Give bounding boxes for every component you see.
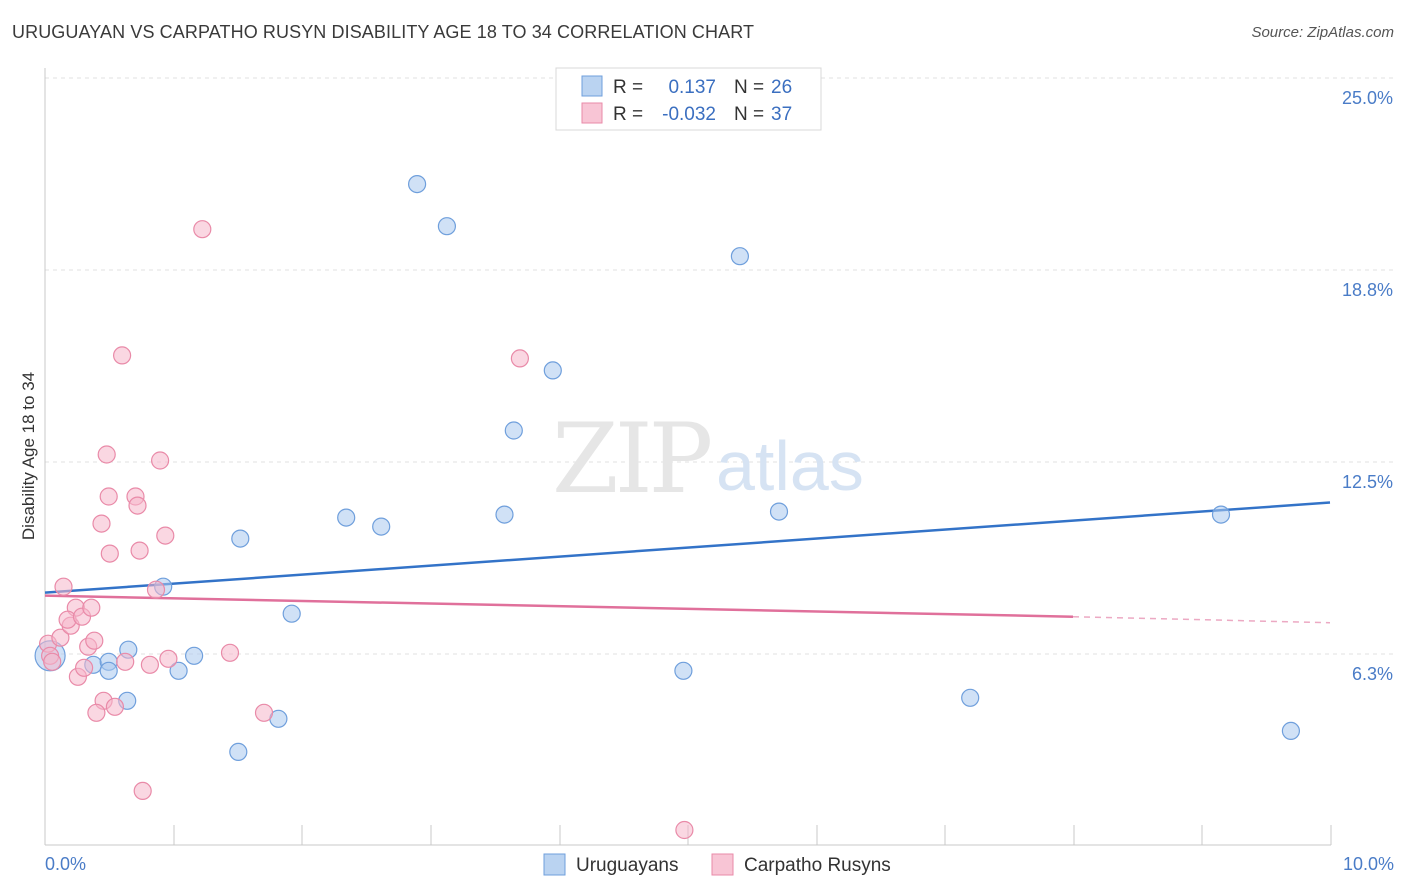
uruguayans-point [231, 529, 250, 548]
carpatho-rusyns-trend-line [44, 594, 1074, 618]
carpatho-rusyns-point [112, 346, 132, 365]
legend-r-value: -0.032 [662, 104, 716, 125]
x-tick-labels: 0.0% 10.0% [45, 854, 1394, 874]
uruguayans-point [1281, 721, 1301, 741]
y-tick-label: 18.8% [1342, 280, 1393, 300]
series-legend-swatch [711, 853, 734, 876]
legend-n-value: 37 [771, 104, 792, 125]
y-tick-label: 25.0% [1342, 88, 1393, 108]
legend-swatch [581, 75, 603, 97]
legend-r-label: R = [613, 104, 643, 125]
uruguayans-point [169, 661, 188, 680]
uruguayans-point [730, 247, 750, 266]
y-tick-label: 12.5% [1342, 472, 1393, 492]
carpatho-rusyns-point [85, 631, 104, 650]
carpatho-rusyns-point [128, 496, 147, 515]
legend-n-label: N = [734, 104, 764, 125]
watermark-zip: ZIP [552, 403, 711, 515]
carpatho-rusyns-point [116, 652, 135, 671]
carpatho-rusyns-point [193, 220, 212, 239]
carpatho-rusyns-point [151, 451, 170, 470]
carpatho-rusyns-point [133, 781, 152, 801]
uruguayans-point [372, 517, 391, 536]
carpatho-rusyns-point [99, 487, 118, 506]
uruguayans-point [769, 502, 789, 521]
uruguayans-point [495, 505, 514, 524]
uruguayans-point [229, 742, 248, 762]
series-legend-label: Uruguayans [576, 855, 678, 876]
uruguayans-point [543, 361, 562, 380]
series-legend-swatch [543, 853, 566, 876]
legend-n-label: N = [734, 77, 764, 98]
uruguayans-point [961, 688, 980, 707]
legend-r-label: R = [613, 77, 643, 98]
uruguayans-point [1211, 505, 1231, 524]
source-credit: Source: ZipAtlas.com [1251, 24, 1394, 41]
carpatho-rusyns-point [254, 703, 274, 722]
carpatho-rusyns-point [220, 643, 240, 662]
uruguayans-point [437, 217, 456, 236]
carpatho-rusyns-point [43, 652, 62, 671]
chart-title: URUGUAYAN VS CARPATHO RUSYN DISABILITY A… [12, 22, 755, 42]
series-legend-label: Carpatho Rusyns [744, 855, 891, 876]
carpatho-rusyns-trend-extension [1072, 615, 1331, 624]
uruguayans-trend-line [44, 501, 1331, 594]
y-tick-labels: 6.3% 12.5% 18.8% 25.0% [1342, 88, 1393, 684]
carpatho-rusyns-point [105, 697, 125, 716]
uruguayans-point [674, 661, 693, 680]
legend-n-value: 26 [771, 77, 792, 98]
watermark: ZIP atlas [552, 403, 864, 515]
carpatho-rusyns-point [97, 445, 116, 464]
carpatho-rusyns-point [74, 658, 94, 677]
carpatho-rusyns-point [159, 649, 178, 668]
legend-r-value: 0.137 [668, 77, 716, 98]
trend-lines [44, 501, 1331, 624]
carpatho-rusyns-point [82, 598, 101, 617]
uruguayans-point [337, 508, 356, 527]
carpatho-rusyns-point [510, 349, 530, 368]
uruguayans-point [99, 661, 118, 680]
carpatho-rusyns-point [130, 541, 149, 560]
uruguayans-point [504, 421, 523, 440]
carpatho-rusyns-point [87, 703, 106, 722]
carpatho-rusyns-point [140, 655, 159, 674]
carpatho-rusyns-point [51, 628, 70, 647]
carpatho-rusyns-point [675, 820, 694, 840]
y-tick-label: 6.3% [1352, 664, 1393, 684]
stats-legend: R = 0.137 N = 26 R = -0.032 N = 37 [555, 67, 822, 131]
uruguayans-point [282, 604, 301, 623]
legend-swatch [581, 102, 603, 124]
x-tick-label: 0.0% [45, 854, 86, 874]
series-legend: Uruguayans Carpatho Rusyns [543, 853, 891, 876]
carpatho-rusyns-point [146, 580, 166, 599]
carpatho-rusyns-point [156, 526, 175, 545]
data-points [34, 175, 1301, 840]
gridlines [45, 77, 1394, 655]
carpatho-rusyns-point [54, 577, 73, 596]
carpatho-rusyns-point [100, 544, 119, 563]
uruguayans-point [185, 646, 204, 665]
x-tick-label: 10.0% [1343, 854, 1394, 874]
watermark-atlas: atlas [716, 427, 864, 505]
uruguayans-point [408, 175, 427, 194]
carpatho-rusyns-point [92, 514, 111, 533]
y-axis-title: Disability Age 18 to 34 [19, 372, 38, 540]
